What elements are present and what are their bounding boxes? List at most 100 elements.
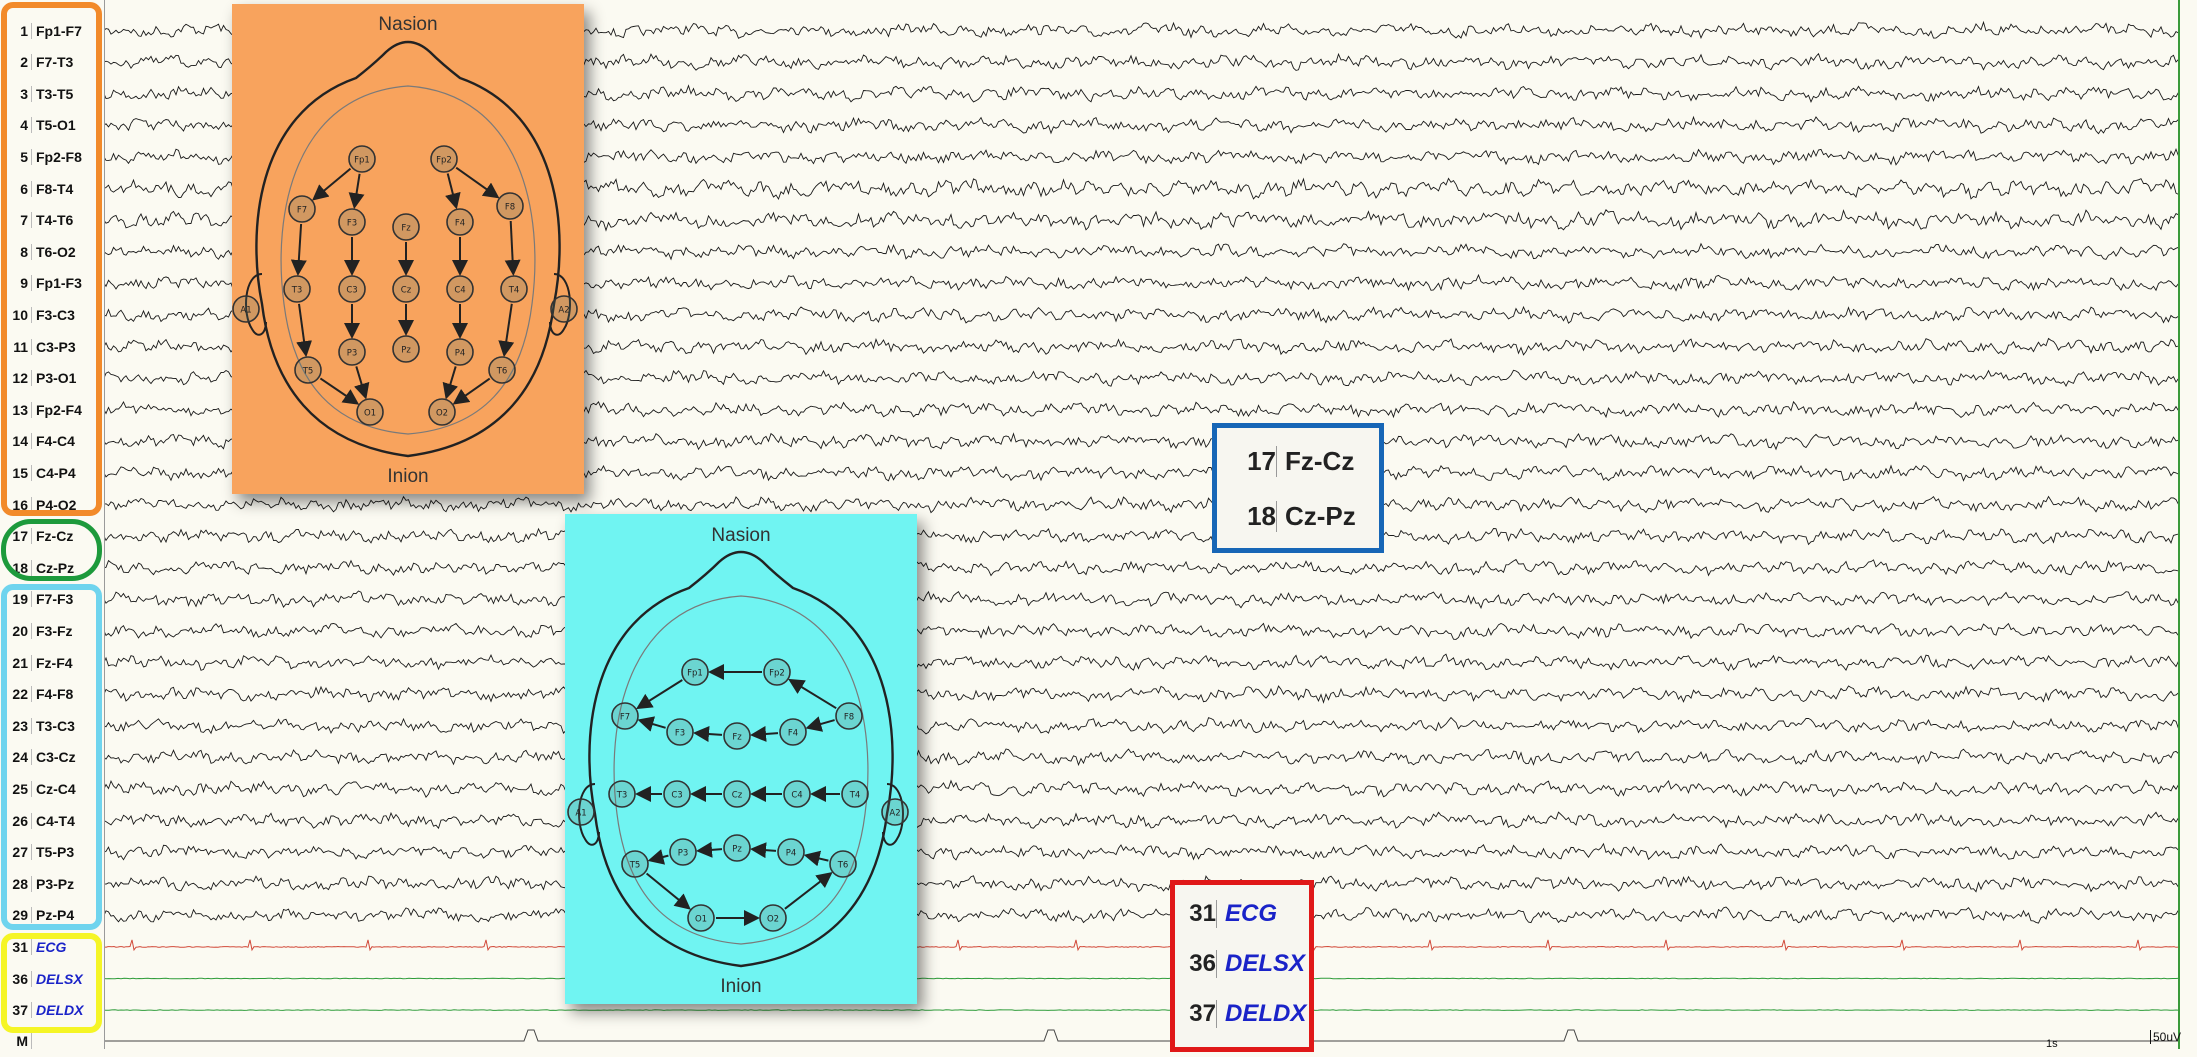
montage-arrow: [504, 220, 521, 276]
channel-row[interactable]: 31 ECG: [4, 931, 102, 962]
electrode: [488, 356, 516, 384]
longitudinal-montage-highlight: [1, 2, 102, 516]
montage-arrow: [452, 377, 491, 405]
electrode: [232, 295, 260, 323]
head-outline: [255, 40, 561, 458]
channel-row[interactable]: 20 F3-Fz: [4, 615, 102, 646]
head-diagram-transverse: Fp1 Fp2 F7 F3 Fz F4 F8 A1 T3 C3 Cz C4 T4 A2 T5 P3 Pz P4 T6…: [565, 514, 917, 1004]
channel-row[interactable]: 4 T5-O1: [4, 110, 102, 141]
channel-row[interactable]: M: [4, 1026, 102, 1057]
channel-row[interactable]: 26 C4-T4: [4, 805, 102, 836]
channel-row[interactable]: 1 Fp1-F7: [4, 15, 102, 46]
channel-row[interactable]: 10 F3-C3: [4, 299, 102, 330]
channel-label: C4-T4: [36, 812, 75, 829]
zoom-channel-label: ECG: [1225, 900, 1278, 927]
eeg-trace: [104, 779, 2179, 799]
channel-label: F4-C4: [36, 433, 75, 450]
electrode: [611, 702, 639, 730]
channel-label: P4-O2: [36, 496, 77, 513]
channel-row[interactable]: 8 T6-O2: [4, 236, 102, 267]
channel-row[interactable]: 28 P3-Pz: [4, 868, 102, 899]
electrode: [496, 192, 524, 220]
channel-row[interactable]: 7 T4-T6: [4, 205, 102, 236]
electrode: [881, 798, 909, 826]
channel-label: Fp1-F3: [36, 275, 82, 292]
channel-row[interactable]: 36 DELSX: [4, 963, 102, 994]
channel-number: 8: [4, 243, 32, 260]
channel-number: 3: [4, 85, 32, 102]
channel-row[interactable]: 23 T3-C3: [4, 710, 102, 741]
channel-row[interactable]: 9 Fp1-F3: [4, 268, 102, 299]
electrode-label: F3: [675, 729, 685, 739]
electrode-label: F4: [788, 729, 798, 739]
channel-row[interactable]: 5 Fp2-F8: [4, 141, 102, 172]
montage-arrow: [696, 841, 723, 858]
channel-row[interactable]: 14 F4-C4: [4, 426, 102, 457]
channel-number: 7: [4, 212, 32, 229]
channel-row[interactable]: 21 Fz-F4: [4, 647, 102, 678]
channel-row[interactable]: 3 T3-T5: [4, 78, 102, 109]
channel-label: P3-Pz: [36, 875, 75, 892]
eeg-trace: [104, 842, 2179, 862]
trace-area-right-border: [2178, 0, 2180, 1049]
electrode: [392, 213, 420, 241]
left-ear: [578, 783, 600, 846]
transverse-montage-highlight: [1, 584, 102, 930]
electrode: [428, 398, 456, 426]
eeg-trace: [104, 748, 2179, 767]
channel-label: Cz-C4: [36, 780, 76, 797]
channel-row[interactable]: 11 C3-P3: [4, 331, 102, 362]
eeg-trace: [104, 495, 2179, 514]
montage-arrow: [750, 842, 777, 859]
channel-number: 16: [4, 496, 32, 513]
channel-row[interactable]: 12 P3-O1: [4, 363, 102, 394]
channel-row[interactable]: 37 DELDX: [4, 995, 102, 1026]
channel-row[interactable]: 15 C4-P4: [4, 457, 102, 488]
zoom-channel-label: Cz-Pz: [1285, 500, 1356, 531]
electrode: [446, 275, 474, 303]
channel-number: 10: [4, 306, 32, 323]
electrode-label: Fp2: [769, 669, 785, 679]
electrode: [567, 798, 595, 826]
electrode-label: C3: [671, 791, 682, 801]
head-diagram-longitudinal: Fp1 Fp2 F7 F3 Fz F4 F8 A1 T3 C3 Cz C4 T4 A2 P3 Pz P4 T5 T6…: [232, 4, 584, 494]
montage-arrow: [693, 726, 723, 742]
electrode-label: C4: [791, 791, 802, 801]
electrode: [621, 850, 649, 878]
channel-row[interactable]: 19 F7-F3: [4, 584, 102, 615]
electrode: [283, 275, 311, 303]
electrode-label: F8: [505, 203, 515, 213]
electrode: [550, 295, 578, 323]
channel-label: DELDX: [36, 1002, 84, 1019]
montage-arrow: [455, 166, 500, 199]
channel-number: 20: [4, 622, 32, 639]
eeg-trace: [104, 590, 2179, 609]
channel-row[interactable]: 24 C3-Cz: [4, 742, 102, 773]
channel-row[interactable]: 13 Fp2-F4: [4, 394, 102, 425]
eeg-trace: [104, 906, 2179, 925]
electrode-label: T5: [302, 367, 314, 377]
channel-row[interactable]: 6 F8-T4: [4, 173, 102, 204]
eeg-trace: [104, 716, 2179, 735]
electrode-label: O2: [436, 409, 448, 419]
channel-row[interactable]: 16 P4-O2: [4, 489, 102, 520]
montage-arrow: [290, 223, 307, 276]
channel-label: P3-O1: [36, 370, 77, 387]
electrode: [348, 145, 376, 173]
channel-label: T6-O2: [36, 243, 76, 260]
electrode: [666, 718, 694, 746]
channel-number: 22: [4, 686, 32, 703]
channel-row[interactable]: 22 F4-F8: [4, 679, 102, 710]
channel-number: 23: [4, 717, 32, 734]
channel-row[interactable]: 27 T5-P3: [4, 837, 102, 868]
channel-row[interactable]: 2 F7-T3: [4, 47, 102, 78]
electrode-label: P3: [678, 849, 689, 859]
nasion-label: Nasion: [378, 14, 438, 35]
electrode-label: A1: [240, 306, 251, 316]
montage-arrow: [348, 173, 365, 210]
channel-row[interactable]: 25 Cz-C4: [4, 773, 102, 804]
electrode: [500, 275, 528, 303]
channel-row[interactable]: 29 Pz-P4: [4, 900, 102, 931]
transverse-montage-diagram: Fp1 Fp2 F7 F3 Fz F4 F8 A1 T3 C3 Cz C4 T4 A2 T5 P3 Pz P4 T6…: [565, 514, 917, 1004]
electrode: [608, 780, 636, 808]
